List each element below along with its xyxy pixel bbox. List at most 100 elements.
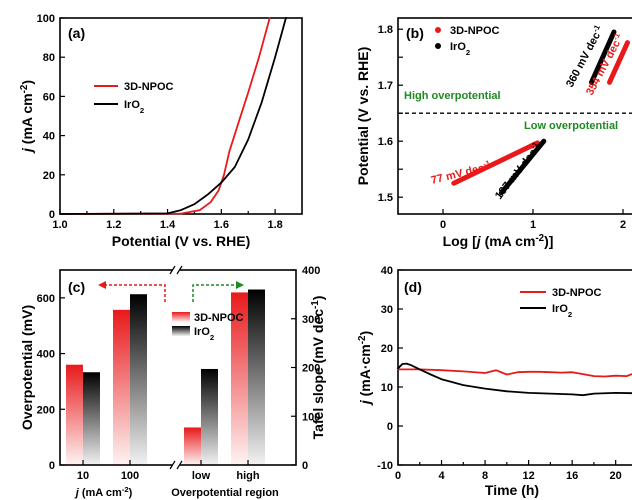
panel-b-ytick: 1.8 bbox=[378, 24, 393, 36]
panel-d-legend-label: IrO2​ bbox=[552, 303, 572, 319]
panel-c-ylabel-left: Overpotential (mV) bbox=[19, 305, 35, 430]
panel-b-xtick: 2 bbox=[620, 219, 626, 231]
panel-c-ytick-left: 200 bbox=[37, 404, 55, 416]
panel-d-xtick: 20 bbox=[610, 470, 622, 482]
panel-a-ytick: 100 bbox=[37, 13, 55, 25]
panel-d-xtick: 0 bbox=[395, 470, 401, 482]
panel-c-legend-label: 3D-NPOC bbox=[194, 312, 244, 324]
panel-d-series-line bbox=[397, 362, 632, 397]
panel-d-label: (d) bbox=[404, 279, 422, 295]
panel-a-legend-label: IrO2​ bbox=[124, 99, 144, 115]
panel-a-ytick: 80 bbox=[43, 52, 55, 64]
panel-c-ytick-right: 300 bbox=[302, 314, 320, 326]
panel-b-ytick: 1.7 bbox=[378, 80, 393, 92]
panel-c-ytick-left: 600 bbox=[37, 293, 55, 305]
panel-d-legend-label: 3D-NPOC bbox=[552, 287, 602, 299]
panel-d-ytick: 30 bbox=[381, 304, 393, 316]
panel-b-legend-label: IrO2​ bbox=[450, 41, 470, 57]
panel-a-xlabel: Potential (V vs. RHE) bbox=[112, 233, 250, 249]
panel-b-fit-line bbox=[499, 138, 547, 196]
panel-c-xtick: 10 bbox=[77, 470, 89, 482]
panel-b-fit-line bbox=[607, 40, 630, 85]
panel-a-xtick: 1.2 bbox=[106, 219, 121, 231]
panel-d-ytick: 0 bbox=[387, 421, 393, 433]
panel-b-legend-marker bbox=[435, 43, 441, 49]
panel-c-bar bbox=[231, 292, 248, 465]
panel-c-axis-break bbox=[176, 265, 183, 275]
panel-c-arrow-left bbox=[104, 284, 166, 302]
panel-b-ytick: 1.5 bbox=[378, 192, 393, 204]
panel-c-legend-swatch bbox=[172, 326, 190, 336]
panel-d-ytick: 10 bbox=[381, 382, 393, 394]
panel-c-xtick: 100 bbox=[121, 470, 139, 482]
panel-d-xtick: 4 bbox=[438, 470, 445, 482]
panel-c-ytick-right: 200 bbox=[302, 363, 320, 375]
panel-c-ylabel-right: Tafel slope (mV dec-1​) bbox=[310, 296, 327, 440]
panel-c-ytick-left: 0 bbox=[49, 460, 55, 472]
panel-a-ylabel: j (mA cm-2​) bbox=[19, 80, 36, 154]
panel-c-bar bbox=[130, 294, 147, 465]
panel-a-xtick: 1.0 bbox=[52, 219, 67, 231]
panel-c-axis-break-gap bbox=[172, 461, 180, 469]
panel-c-xlabel-right: Overpotential region bbox=[171, 487, 279, 499]
panel-a-xtick: 1.6 bbox=[214, 219, 229, 231]
panel-b-xlabel: Log [j (mA cm-2​)] bbox=[443, 233, 554, 250]
panel-c-arrow-right-head bbox=[236, 281, 244, 289]
panel-c-legend-swatch bbox=[172, 312, 190, 322]
panel-a-legend-label: 3D-NPOC bbox=[124, 81, 174, 93]
panel-a-label: (a) bbox=[68, 25, 85, 41]
panel-a-ytick: 40 bbox=[43, 131, 55, 143]
panel-c-bar bbox=[248, 289, 265, 465]
panel-a-series-line bbox=[59, 17, 287, 215]
panel-b-fit-line bbox=[451, 140, 540, 186]
panel-d-xtick: 12 bbox=[522, 470, 534, 482]
panel-c-bar bbox=[184, 427, 201, 465]
panel-a-ytick: 60 bbox=[43, 91, 55, 103]
panel-b-ylabel: Potential (V vs. RHE) bbox=[355, 47, 371, 185]
panel-c-xlabel-left: j (mA cm-2​) bbox=[74, 485, 133, 500]
panel-a-xtick: 1.4 bbox=[160, 219, 176, 231]
panel-d-xlabel: Time (h) bbox=[485, 482, 539, 498]
panel-c-ytick-right: 400 bbox=[302, 265, 320, 277]
panel-b-legend-label: 3D-NPOC bbox=[450, 25, 500, 37]
panel-a-series-line bbox=[59, 17, 271, 215]
panel-c-axis-break bbox=[169, 265, 176, 275]
panel-c-ytick-right: 100 bbox=[302, 411, 320, 423]
panel-c-bar bbox=[201, 368, 218, 465]
panel-b-xtick: 1 bbox=[530, 219, 536, 231]
panel-d-series-line bbox=[397, 368, 632, 378]
panel-d-ytick: 40 bbox=[381, 265, 393, 277]
panel-c-label: (c) bbox=[68, 279, 85, 295]
panel-c-axis-break-gap bbox=[172, 266, 180, 274]
panel-b-fit-line bbox=[589, 29, 617, 85]
panel-d-ytick: -10 bbox=[377, 460, 393, 472]
panel-c-arrow-right bbox=[192, 284, 238, 302]
panel-a-ytick: 20 bbox=[43, 170, 55, 182]
panel-c-xtick: low bbox=[192, 470, 211, 482]
panel-b-annotation: 197 mV dec-1​ bbox=[491, 139, 544, 202]
panel-c-axis-break bbox=[176, 460, 183, 470]
panel-b-region-high: High overpotential bbox=[404, 90, 501, 102]
panel-d-ylabel: j (mA·cm-2​) bbox=[357, 331, 374, 406]
panel-c-xtick: high bbox=[236, 470, 259, 482]
panel-c-arrow-left-head bbox=[98, 281, 106, 289]
panel-c-bar bbox=[66, 364, 83, 465]
panel-c-bar bbox=[83, 372, 100, 465]
panel-d-ytick: 20 bbox=[381, 343, 393, 355]
panel-d-xtick: 8 bbox=[482, 470, 488, 482]
panel-a-frame bbox=[59, 17, 303, 215]
panel-d-xtick: 16 bbox=[566, 470, 578, 482]
panel-c-bar bbox=[113, 309, 130, 465]
panel-d-frame bbox=[397, 269, 632, 466]
panel-b-region-low: Low overpotential bbox=[524, 120, 618, 132]
panel-b-legend-marker bbox=[435, 27, 441, 33]
panel-b-label: (b) bbox=[406, 25, 424, 41]
panel-c-ytick-left: 400 bbox=[37, 349, 55, 361]
panel-b-ytick: 1.6 bbox=[378, 136, 393, 148]
panel-b-xtick: 0 bbox=[440, 219, 446, 231]
panel-a-ytick: 0 bbox=[49, 209, 55, 221]
panel-b-frame bbox=[397, 17, 632, 215]
panel-a-xtick: 1.8 bbox=[267, 219, 282, 231]
panel-c-ytick-right: 0 bbox=[302, 460, 308, 472]
